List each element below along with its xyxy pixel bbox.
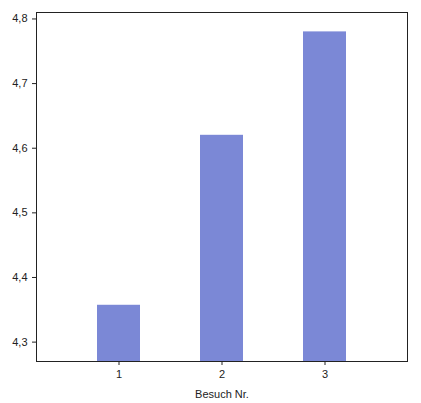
svg-text:4,8: 4,8: [12, 12, 27, 24]
svg-text:4,7: 4,7: [12, 77, 27, 89]
svg-text:4,3: 4,3: [12, 336, 27, 348]
svg-text:4,6: 4,6: [12, 142, 27, 154]
svg-text:2: 2: [219, 368, 225, 380]
svg-text:Besuch Nr.: Besuch Nr.: [195, 388, 249, 400]
svg-text:3: 3: [322, 368, 328, 380]
svg-text:4,4: 4,4: [12, 271, 27, 283]
svg-text:4,5: 4,5: [12, 206, 27, 218]
svg-text:1: 1: [116, 368, 122, 380]
